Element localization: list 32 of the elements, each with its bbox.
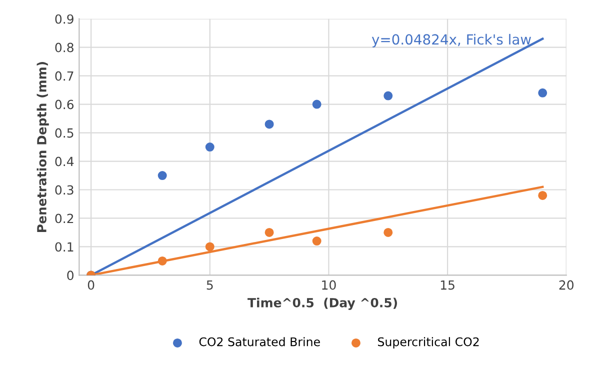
- x-tick-label: 15: [440, 280, 454, 290]
- point: [264, 228, 274, 237]
- point: [158, 171, 167, 180]
- point: [538, 190, 548, 200]
- point: [312, 100, 322, 109]
- y-tick-label: 0.8: [55, 42, 74, 52]
- y-tick-label: 0.5: [55, 128, 74, 138]
- x-axis-title: Time^0.5 (Day ^0.5): [248, 298, 397, 310]
- point: [538, 88, 548, 98]
- legend-label: CO2 Saturated Brine: [199, 337, 320, 346]
- point: [384, 91, 393, 100]
- point: [205, 142, 214, 152]
- x-tick-label: 20: [559, 280, 574, 290]
- point: [384, 228, 393, 237]
- annotation: y=0.04824x, Fick's law: [372, 34, 531, 48]
- y-axis-title: Penetration Depth (mm): [36, 62, 49, 232]
- point: [312, 236, 322, 246]
- legend-label: Supercritical CO2: [378, 337, 479, 349]
- y-tick-label: 0.6: [55, 100, 74, 110]
- y-tick-label: 0.3: [55, 185, 74, 195]
- x-tick-label: 0: [88, 280, 94, 290]
- y-tick-label: 0.7: [55, 71, 74, 81]
- x-tick-label: 10: [322, 280, 336, 290]
- y-tick-label: 0.1: [55, 242, 74, 252]
- y-tick-label: 0.2: [55, 214, 74, 224]
- point: [264, 120, 274, 129]
- x-tick-label: 5: [206, 280, 213, 290]
- y-tick-label: 0.4: [55, 156, 74, 166]
- y-tick-label: 0.9: [55, 14, 74, 24]
- point: [158, 256, 167, 266]
- y-tick-label: 0: [67, 270, 74, 280]
- point: [205, 242, 214, 252]
